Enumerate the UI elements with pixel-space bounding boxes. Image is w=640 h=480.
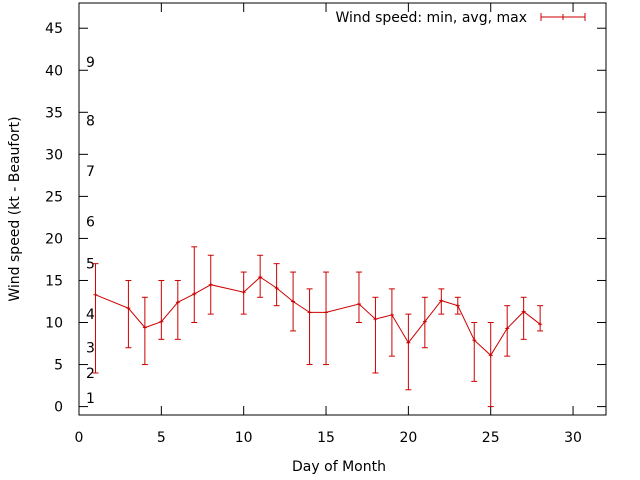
y-tick-label: 10	[45, 316, 63, 332]
beaufort-label: 6	[86, 215, 95, 231]
legend: Wind speed: min, avg, max	[335, 10, 586, 26]
y-tick-label: 25	[45, 189, 63, 205]
series-layer	[92, 246, 544, 408]
y-tick-label: 20	[45, 231, 63, 247]
x-tick-label: 15	[317, 430, 335, 446]
beaufort-label: 7	[86, 164, 95, 180]
y-tick-label: 40	[45, 63, 63, 79]
plot-frame	[78, 2, 607, 416]
x-tick-label: 25	[482, 430, 500, 446]
beaufort-label: 5	[86, 257, 95, 273]
beaufort-label: 3	[86, 341, 95, 357]
x-tick-label: 5	[157, 430, 166, 446]
x-tick-label: 20	[399, 430, 417, 446]
beaufort-label: 8	[86, 114, 95, 130]
beaufort-scale: 1 2 3 4 5 6 7 8 9	[86, 55, 95, 407]
beaufort-label: 4	[86, 307, 95, 323]
beaufort-label: 9	[86, 55, 95, 71]
x-tick-label: 10	[235, 430, 253, 446]
series-line	[95, 276, 541, 357]
beaufort-label: 2	[86, 366, 95, 382]
y-tick-label: 0	[54, 400, 63, 416]
x-tick-label: 0	[75, 430, 84, 446]
legend-swatch	[540, 13, 586, 21]
y-tick-label: 30	[45, 147, 63, 163]
y-tick-label: 5	[54, 358, 63, 374]
y-tick-label: 35	[45, 105, 63, 121]
beaufort-label: 1	[86, 391, 95, 407]
legend-label: Wind speed: min, avg, max	[335, 10, 527, 26]
y-tick-label: 45	[45, 21, 63, 37]
y-tick-label: 15	[45, 273, 63, 289]
x-tick-label: 30	[564, 430, 582, 446]
y-axis-label: Wind speed (kt - Beaufort)	[7, 116, 23, 301]
x-axis-label: Day of Month	[292, 459, 386, 475]
